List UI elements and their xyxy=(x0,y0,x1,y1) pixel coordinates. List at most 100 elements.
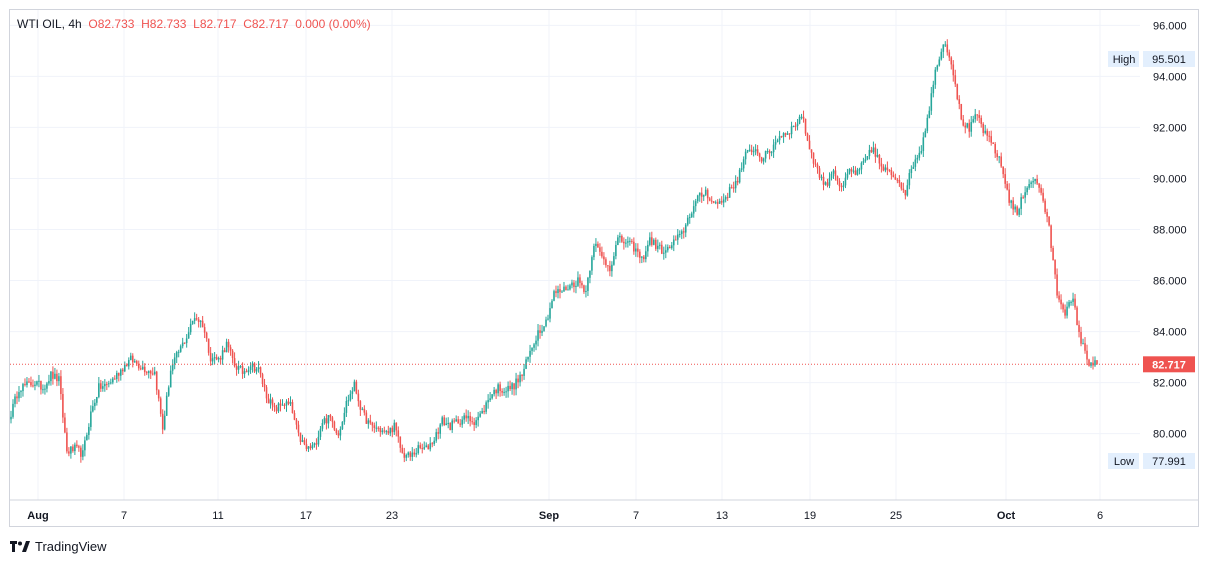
candle xyxy=(680,229,683,240)
candle-body xyxy=(112,378,114,383)
candle-body xyxy=(772,144,775,153)
candle-body xyxy=(744,151,747,160)
candle-body xyxy=(666,247,669,251)
candle xyxy=(46,381,48,393)
candle-body xyxy=(806,133,809,141)
candle-body xyxy=(1046,212,1048,217)
candle-body xyxy=(96,396,98,403)
candle xyxy=(361,407,364,411)
candle-body xyxy=(485,402,487,412)
candle-body xyxy=(1006,183,1008,190)
candle-body xyxy=(934,69,937,85)
candle-body xyxy=(810,149,813,153)
candle xyxy=(1030,180,1032,188)
candle-body xyxy=(26,381,28,386)
candle xyxy=(54,367,56,380)
candle xyxy=(449,422,451,431)
candle-body xyxy=(888,169,891,171)
candle-body xyxy=(858,169,861,171)
candle-body xyxy=(441,417,444,425)
candle xyxy=(76,440,78,448)
candle xyxy=(387,425,390,435)
candle xyxy=(670,241,673,250)
candle xyxy=(301,434,304,443)
candle-body xyxy=(768,150,771,154)
high-marker: High 95.501 xyxy=(1108,51,1195,67)
candle-body xyxy=(962,119,965,126)
candle xyxy=(185,334,188,348)
y-axis: 80.000 82.000 84.000 86.000 88.000 90.000 92.0… xyxy=(1153,20,1187,440)
candle xyxy=(273,402,276,412)
candle xyxy=(371,421,374,432)
y-tick-label: 94.000 xyxy=(1153,71,1187,83)
candle xyxy=(666,244,669,253)
candle-body xyxy=(958,99,961,104)
candle xyxy=(668,245,671,249)
candle xyxy=(1052,245,1054,261)
candle-body xyxy=(724,197,727,200)
candle-body xyxy=(523,368,525,376)
candle xyxy=(908,169,911,190)
candle-body xyxy=(90,411,92,427)
candle xyxy=(329,413,332,422)
candle xyxy=(752,146,755,157)
candle xyxy=(92,400,94,413)
candle-body xyxy=(48,381,50,384)
candle-body xyxy=(267,398,270,404)
candle xyxy=(589,270,591,284)
candle xyxy=(403,447,406,463)
candle xyxy=(784,132,787,138)
candle-body xyxy=(373,425,376,428)
candle-body xyxy=(722,199,725,203)
candle-body xyxy=(18,392,20,399)
candle xyxy=(854,166,857,176)
tradingview-logo[interactable]: TradingView xyxy=(10,539,107,554)
candle-body xyxy=(651,237,653,245)
candle-body xyxy=(906,185,909,196)
candle-body xyxy=(904,190,907,196)
candle-body xyxy=(189,323,192,333)
candle xyxy=(780,135,783,138)
candle xyxy=(864,154,867,163)
candle-body xyxy=(876,154,879,157)
candle-body xyxy=(884,167,887,171)
candle-body xyxy=(868,149,871,157)
candle-body xyxy=(471,421,473,423)
candle xyxy=(94,399,96,411)
candle-body xyxy=(565,286,567,291)
candle xyxy=(135,359,138,367)
candle-body xyxy=(625,242,627,244)
candle-body xyxy=(1012,200,1014,210)
candle xyxy=(519,371,521,387)
candle xyxy=(12,399,14,419)
candle xyxy=(978,110,981,124)
candle xyxy=(814,159,817,167)
candle xyxy=(365,410,368,424)
candle-body xyxy=(341,421,344,430)
candle-body xyxy=(966,123,969,128)
candle-body xyxy=(1042,192,1044,201)
candle-body xyxy=(287,401,290,404)
candle-body xyxy=(443,417,446,426)
candle-body xyxy=(834,170,837,177)
candle xyxy=(367,418,370,429)
candle xyxy=(619,232,621,243)
candle-body xyxy=(301,440,304,442)
candle-body xyxy=(317,436,320,445)
candle-body xyxy=(579,277,581,283)
candle-body xyxy=(690,213,693,218)
candle xyxy=(243,368,246,379)
candle xyxy=(804,118,807,136)
candle-body xyxy=(986,130,989,136)
candle xyxy=(537,324,539,347)
candle xyxy=(78,444,80,452)
candle xyxy=(463,412,465,424)
candle xyxy=(866,156,869,161)
candle-body xyxy=(878,154,881,164)
candle xyxy=(405,453,408,462)
candle-body xyxy=(956,84,959,100)
candle xyxy=(948,49,951,62)
y-tick-label: 86.000 xyxy=(1153,276,1187,288)
candle-body xyxy=(161,413,164,430)
